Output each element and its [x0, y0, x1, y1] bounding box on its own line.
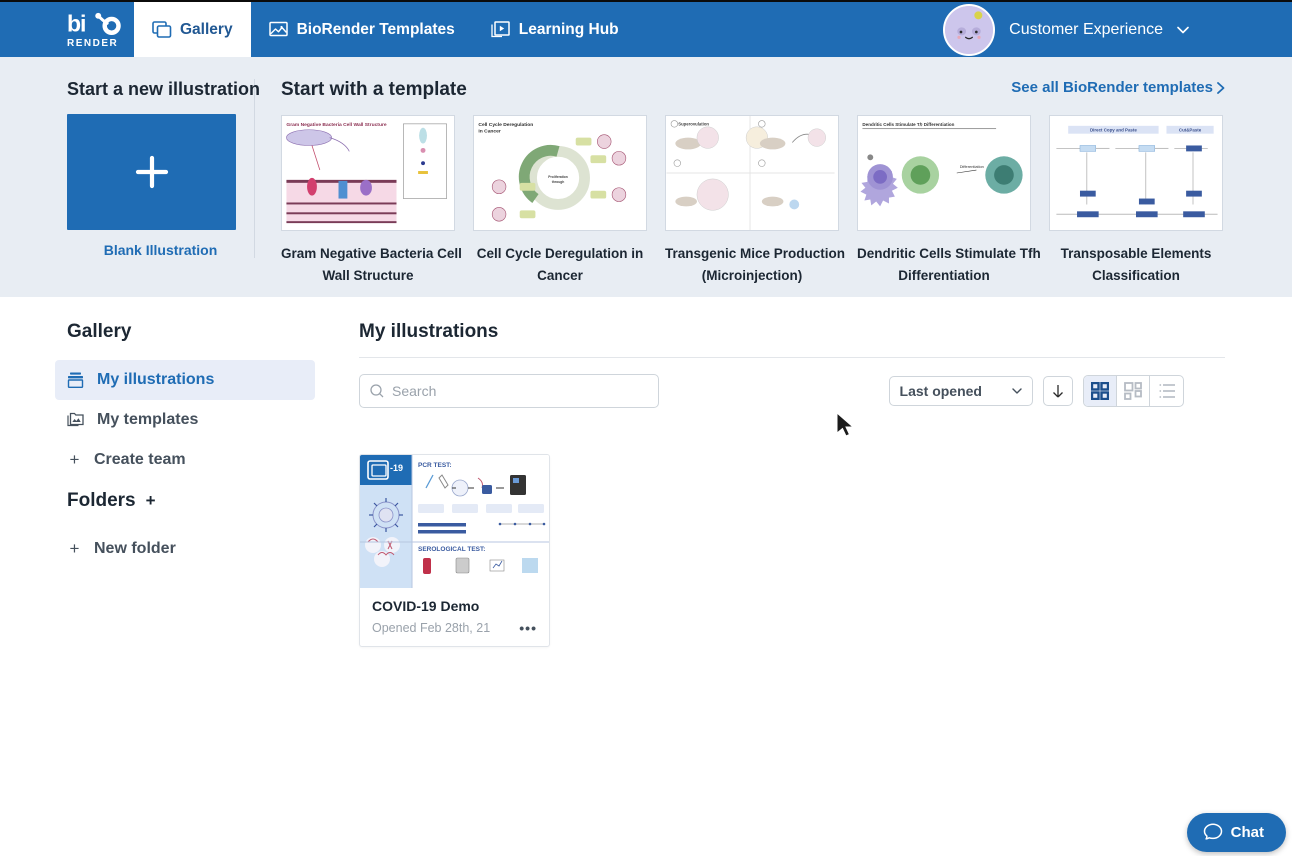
svg-text:Differentiation: Differentiation — [960, 164, 984, 169]
svg-text:Cut&Paste: Cut&Paste — [1179, 128, 1202, 133]
svg-text:SEROLOGICAL TEST:: SEROLOGICAL TEST: — [418, 546, 485, 553]
svg-text:Dendritic Cells Stimulate Tℎ D: Dendritic Cells Stimulate Tℎ Differentia… — [862, 122, 954, 127]
svg-text:through: through — [552, 180, 565, 184]
svg-text:-19: -19 — [390, 463, 403, 473]
svg-text:Direct Copy and Paste: Direct Copy and Paste — [1090, 128, 1137, 133]
svg-text:Gram Negative Bacteria Cell Wa: Gram Negative Bacteria Cell Wall Structu… — [286, 122, 386, 128]
svg-text:bi: bi — [67, 11, 85, 36]
svg-text:Cell Cycle Deregulation: Cell Cycle Deregulation — [478, 122, 533, 128]
svg-text:in Cancer: in Cancer — [478, 129, 500, 135]
svg-text:Superovulation: Superovulation — [678, 121, 709, 126]
svg-text:PCR TEST:: PCR TEST: — [418, 462, 452, 469]
svg-text:Proliferation: Proliferation — [548, 175, 568, 179]
